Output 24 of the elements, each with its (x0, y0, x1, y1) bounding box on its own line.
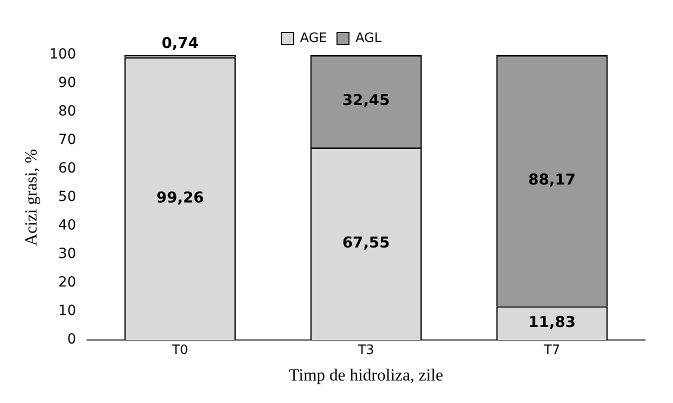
y-axis-title: Acizi grasi, % (22, 149, 41, 246)
y-tick-label: 70 (58, 132, 76, 148)
data-label: 67,55 (342, 234, 390, 252)
data-label: 11,83 (528, 313, 576, 332)
legend-label: AGE (300, 30, 327, 46)
x-tick-label: T0 (170, 343, 188, 358)
y-tick-label: 30 (58, 246, 76, 262)
data-label: 32,45 (342, 91, 390, 110)
y-tick-label: 60 (58, 160, 76, 177)
y-tick-label: 0 (67, 332, 76, 348)
y-tick-label: 50 (58, 189, 76, 206)
y-tick-label: 100 (49, 46, 76, 63)
y-tick-label: 10 (58, 303, 76, 320)
data-label: 88,17 (528, 170, 576, 189)
legend-label: AGL (355, 30, 382, 46)
y-tick-label: 40 (58, 218, 76, 234)
x-tick-label: T3 (356, 343, 374, 358)
data-label: 99,26 (156, 188, 204, 206)
x-tick-label: T7 (542, 343, 560, 358)
data-label: 0,74 (162, 34, 199, 52)
x-axis-title: Timp de hidroliza, zile (288, 365, 444, 384)
y-tick-label: 90 (58, 75, 76, 92)
y-tick-label: 80 (58, 104, 76, 120)
y-tick-label: 20 (58, 274, 76, 291)
